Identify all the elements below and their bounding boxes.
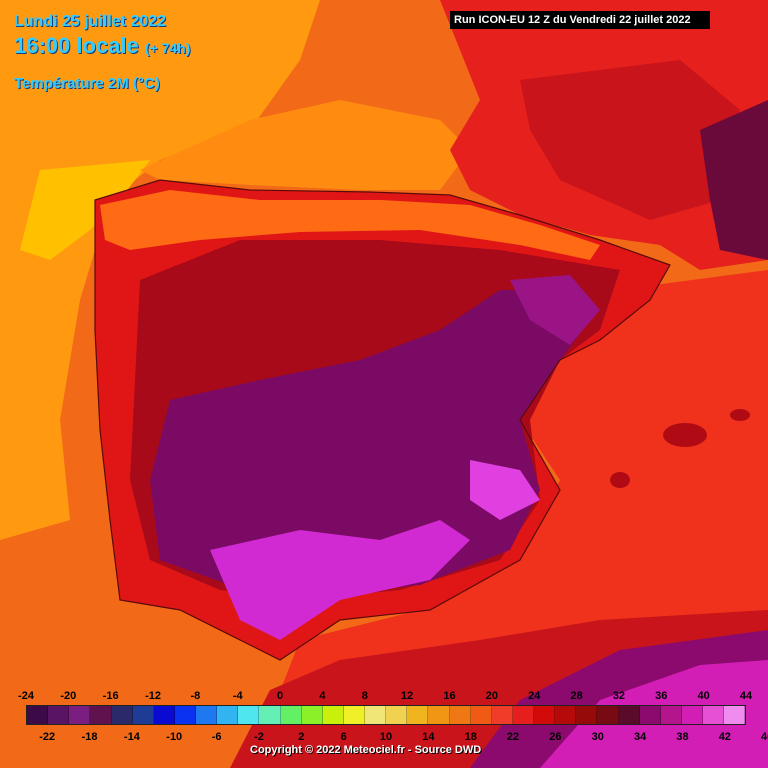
bay-of-biscay [140, 100, 470, 190]
legend-swatch [153, 706, 175, 724]
run-info: Run ICON-EU 12 Z du Vendredi 22 juillet … [450, 11, 710, 29]
legend-bottom-tick: -18 [81, 731, 98, 743]
copyright-text: Copyright © 2022 Meteociel.fr - Source D… [250, 744, 482, 756]
legend-swatch [280, 706, 302, 724]
legend-swatch [301, 706, 323, 724]
legend-swatch [69, 706, 91, 724]
legend-bottom-tick: -6 [211, 731, 222, 743]
legend-swatch [217, 706, 239, 724]
forecast-time: 16:00 locale (+ 74h) [14, 33, 190, 59]
legend-top-tick: 8 [361, 690, 368, 702]
parameter-label: Température 2M (°C) [14, 75, 160, 92]
legend-top-tick: 20 [485, 690, 498, 702]
legend-swatch [681, 706, 703, 724]
legend-swatch [724, 706, 746, 724]
legend-bottom-tick: 34 [633, 731, 647, 743]
legend-top-tick: 36 [655, 690, 668, 702]
coastline [94, 179, 671, 661]
legend-swatch [576, 706, 598, 724]
ibiza-island [610, 472, 630, 488]
legend-bottom-tick: -22 [39, 731, 56, 743]
guadalquivir-magenta [210, 520, 470, 640]
legend-bottom-tick: 30 [591, 731, 604, 743]
legend-swatch [639, 706, 661, 724]
legend-top-tick: 16 [443, 690, 456, 702]
legend-swatch [618, 706, 640, 724]
ebro-magenta [510, 275, 600, 345]
legend-swatch [703, 706, 725, 724]
legend-bottom-tick: -2 [254, 731, 264, 743]
legend-swatch [386, 706, 408, 724]
legend-swatch [512, 706, 534, 724]
legend-bottom-tick: 18 [464, 731, 477, 743]
biscay-yellow-zone [20, 160, 150, 260]
legend-swatch [660, 706, 682, 724]
legend-bottom-tick: 38 [676, 731, 689, 743]
legend-swatch [27, 706, 49, 724]
legend-top-tick: 4 [319, 690, 326, 702]
legend-swatch [132, 706, 154, 724]
legend-swatch [449, 706, 471, 724]
cantabrian-strip [100, 190, 600, 260]
legend-top-tick: 0 [277, 690, 284, 702]
legend-top-tick: -20 [60, 690, 77, 702]
mallorca-island [663, 423, 707, 447]
legend-bottom-tick: 46 [761, 731, 768, 743]
legend-bottom-tick: 6 [340, 731, 347, 743]
legend-swatch [597, 706, 619, 724]
legend-bottom-tick: 26 [549, 731, 562, 743]
legend-bottom-tick: 2 [298, 731, 305, 743]
legend-swatch [111, 706, 133, 724]
legend-swatch [174, 706, 196, 724]
legend-top-tick: 44 [739, 690, 753, 702]
legend-top-tick: -24 [18, 690, 34, 702]
legend-top-tick: 24 [528, 690, 541, 702]
legend-bottom-tick: 42 [718, 731, 731, 743]
legend-bottom-tick: -10 [166, 731, 183, 743]
legend-top-labels: -24 -20 -16 -12 -8 -4 0 4 8 12 16 20 24 28 32 36 40 44 [0, 690, 768, 704]
legend-swatch [365, 706, 387, 724]
legend-swatch [343, 706, 365, 724]
menorca-island [730, 409, 750, 421]
legend-swatch [428, 706, 450, 724]
legend-bottom-tick: 22 [506, 731, 520, 743]
alps-purple [700, 100, 768, 260]
legend-top-tick: -4 [232, 690, 243, 702]
forecast-date: Lundi 25 juillet 2022 [14, 13, 167, 30]
legend-swatch [491, 706, 513, 724]
legend-swatch [407, 706, 429, 724]
legend-swatch [322, 706, 344, 724]
legend-bottom-tick: 10 [379, 731, 393, 743]
legend-top-tick: 40 [697, 690, 710, 702]
legend-swatch [470, 706, 492, 724]
legend-bottom-tick: -14 [123, 731, 140, 743]
legend-swatch [238, 706, 260, 724]
legend-swatch [534, 706, 556, 724]
southeast-magenta [470, 460, 540, 520]
interior-purple [150, 290, 590, 595]
legend-bottom-labels: -22-18-14-10-6-22610141822263034384246 [0, 731, 768, 745]
legend-bottom-tick: 14 [422, 731, 435, 743]
legend-top-tick: 12 [401, 690, 414, 702]
legend-color-bar [26, 705, 746, 725]
legend-swatch [196, 706, 218, 724]
lead-time: (+ 74h) [144, 40, 191, 56]
legend-swatch [555, 706, 577, 724]
legend-top-tick: -8 [190, 690, 201, 702]
france-hot-core [520, 60, 740, 220]
legend-top-tick: 28 [570, 690, 583, 702]
legend-top-tick: 32 [612, 690, 626, 702]
local-time: 16:00 locale [14, 33, 139, 58]
legend-top-tick: -16 [102, 690, 119, 702]
legend-swatch [259, 706, 281, 724]
legend-swatch [90, 706, 112, 724]
atlantic-cool-zone [0, 0, 320, 540]
legend-top-tick: -12 [145, 690, 161, 702]
legend-swatch [48, 706, 70, 724]
